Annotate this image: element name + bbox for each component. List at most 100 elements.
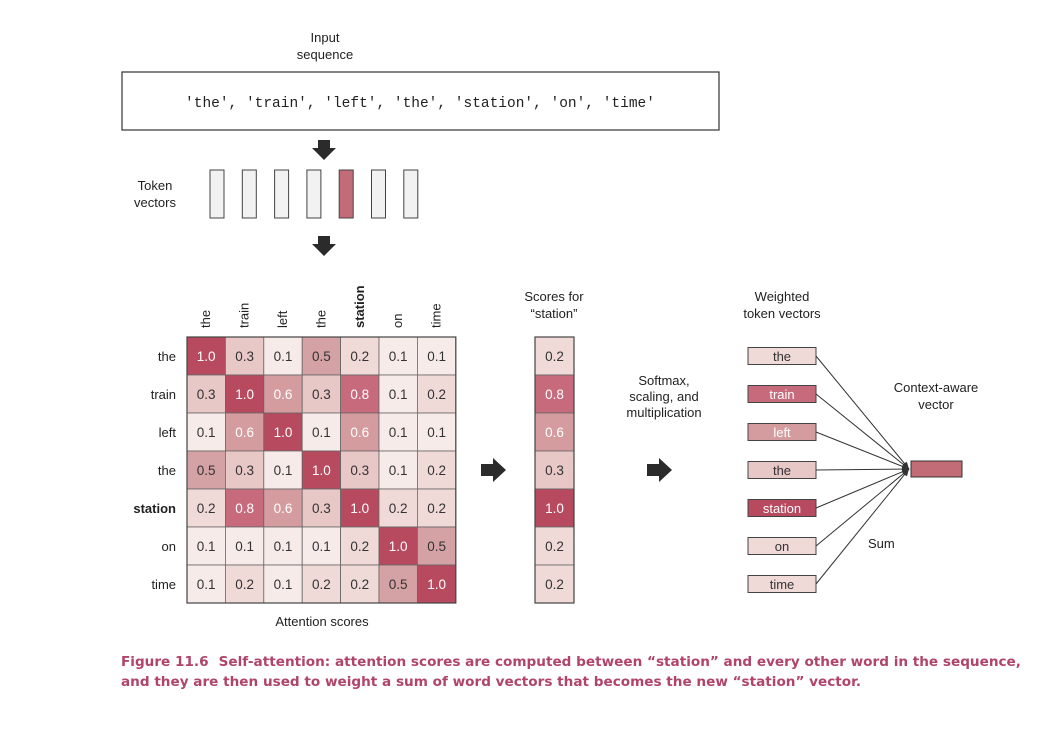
matrix-cell-value: 0.5	[197, 463, 216, 478]
token-vector	[209, 169, 225, 219]
softmax-label-line-2: scaling, and	[629, 389, 698, 404]
token-vector	[274, 169, 290, 219]
weighted-token-vectors: the train left the station on time	[747, 347, 817, 593]
matrix-cell	[263, 412, 303, 452]
matrix-cell-value: 1.0	[197, 349, 216, 364]
score-value: 1.0	[545, 501, 564, 516]
matrix-cell-value: 0.2	[312, 577, 331, 592]
matrix-cell-value: 0.1	[274, 349, 293, 364]
score-value: 0.2	[545, 539, 564, 554]
matrix-cell	[378, 526, 418, 566]
row-label: train	[151, 387, 176, 402]
score-cell	[534, 488, 575, 528]
matrix-cell-value: 1.0	[274, 425, 293, 440]
token-vectors-label-line-2: vectors	[134, 195, 176, 210]
matrix-cell	[378, 412, 418, 452]
row-label: left	[159, 425, 177, 440]
sum-arrow	[815, 466, 910, 473]
matrix-cell-value: 0.6	[235, 425, 254, 440]
matrix-cell-value: 0.5	[427, 539, 446, 554]
matrix-cell-value: 0.6	[274, 501, 293, 516]
matrix-cell	[263, 564, 303, 604]
weighted-vector-label: train	[769, 387, 794, 402]
matrix-cell-value: 0.3	[312, 501, 331, 516]
weighted-vector-label: on	[775, 539, 789, 554]
matrix-cell-value: 0.2	[427, 387, 446, 402]
column-label: on	[390, 314, 405, 328]
sum-arrow	[815, 431, 910, 470]
matrix-cell-value: 0.5	[389, 577, 408, 592]
token-vector	[241, 169, 257, 219]
matrix-cell	[186, 450, 226, 490]
matrix-cell	[416, 412, 457, 452]
context-label-line-1: Context-aware	[894, 380, 979, 395]
score-value: 0.2	[545, 577, 564, 592]
matrix-cell-value: 1.0	[389, 539, 408, 554]
sum-arrow	[815, 468, 910, 509]
score-cell	[534, 336, 575, 376]
sum-arrows	[815, 355, 910, 585]
scores-label-line-2: “station”	[531, 306, 578, 321]
row-label: station	[133, 501, 176, 516]
matrix-cell	[263, 526, 303, 566]
token-vector	[371, 169, 386, 219]
matrix-cell-value: 0.1	[427, 425, 446, 440]
sum-arrow	[815, 468, 910, 585]
input-sequence-text: 'the', 'train', 'left', 'the', 'station'…	[185, 96, 655, 112]
matrix-cell-value: 0.6	[274, 387, 293, 402]
input-label-line-1: Input	[311, 30, 340, 45]
matrix-cell-value: 0.8	[235, 501, 254, 516]
right-arrow-icon	[647, 458, 672, 482]
matrix-cell-value: 0.2	[197, 501, 216, 516]
attention-matrix: 1.0 0.3 0.1 0.5 0.2 0.1 0.1 0.3 1.0 0.6 0.3 0.8 0.1 0…	[186, 336, 457, 604]
matrix-cell	[224, 564, 265, 604]
token-vector	[338, 169, 354, 219]
weighted-label-line-1: Weighted	[755, 289, 810, 304]
column-labels: the train left the station on time	[198, 285, 443, 328]
matrix-cell	[301, 412, 342, 452]
matrix-cell-value: 0.3	[197, 387, 216, 402]
matrix-cell	[301, 526, 342, 566]
scores-label-line-1: Scores for	[524, 289, 584, 304]
matrix-cell-value: 0.2	[350, 349, 369, 364]
input-label-line-2: sequence	[297, 47, 353, 62]
matrix-cell	[301, 374, 342, 414]
matrix-cell-value: 0.1	[312, 425, 331, 440]
token-vector	[306, 169, 322, 219]
figure-caption: Figure 11.6 Self-attention: attention sco…	[121, 652, 1021, 692]
matrix-cell	[340, 336, 380, 376]
matrix-cell-value: 0.8	[350, 387, 369, 402]
weighted-vector-label: left	[773, 425, 791, 440]
context-aware-vector	[910, 460, 963, 478]
matrix-cell-value: 0.1	[389, 463, 408, 478]
matrix-cell-value: 0.1	[274, 539, 293, 554]
matrix-cell	[186, 526, 226, 566]
matrix-cell-value: 0.3	[235, 463, 254, 478]
weighted-vector-label: the	[773, 463, 791, 478]
matrix-cell	[340, 450, 380, 490]
matrix-cell-value: 0.1	[389, 349, 408, 364]
token-vector	[403, 169, 419, 219]
right-arrow-icon	[481, 458, 506, 482]
matrix-cell-value: 0.2	[350, 577, 369, 592]
matrix-cell-value: 0.1	[197, 425, 216, 440]
weighted-vector-label: the	[773, 349, 791, 364]
attention-scores-label: Attention scores	[275, 614, 369, 629]
row-labels: the train left the station on time	[133, 349, 176, 592]
row-label: time	[151, 577, 176, 592]
matrix-cell-value: 1.0	[235, 387, 254, 402]
matrix-cell-value: 0.2	[235, 577, 254, 592]
matrix-cell	[224, 488, 265, 528]
score-cell	[534, 412, 575, 452]
matrix-cell-value: 0.3	[350, 463, 369, 478]
column-label: time	[429, 303, 444, 328]
matrix-cell	[416, 450, 457, 490]
matrix-cell-value: 0.2	[350, 539, 369, 554]
matrix-cell-value: 0.1	[389, 425, 408, 440]
matrix-cell	[301, 564, 342, 604]
token-vectors	[209, 169, 419, 219]
matrix-cell	[186, 336, 226, 376]
matrix-cell	[378, 450, 418, 490]
sum-arrow	[815, 355, 910, 470]
